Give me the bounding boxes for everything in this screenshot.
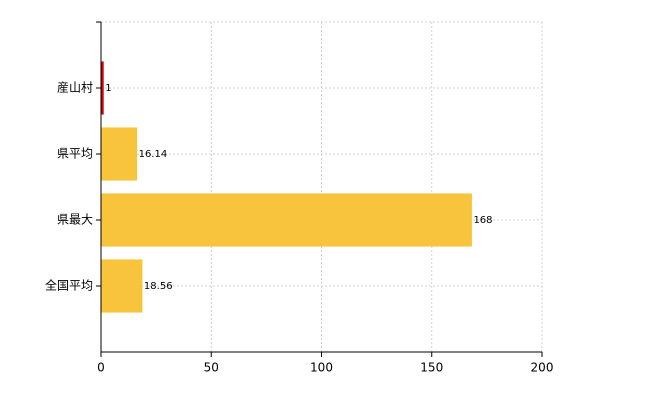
x-tick-label: 100 <box>310 361 333 375</box>
y-tick-label: 全国平均 <box>45 278 93 293</box>
y-tick-label: 産山村 <box>57 80 93 95</box>
bar <box>100 127 138 181</box>
value-label: 16.14 <box>139 149 168 160</box>
x-tick-label: 0 <box>97 361 105 375</box>
bar <box>100 259 143 313</box>
bar <box>100 193 472 247</box>
value-label: 18.56 <box>144 281 173 292</box>
x-tick-label: 50 <box>204 361 219 375</box>
x-tick-label: 150 <box>420 361 443 375</box>
y-tick-label: 県最大 <box>57 213 93 227</box>
value-label: 168 <box>473 215 492 226</box>
value-label: 1 <box>105 83 111 94</box>
x-tick-label: 200 <box>531 361 554 375</box>
y-tick-label: 県平均 <box>57 147 93 161</box>
